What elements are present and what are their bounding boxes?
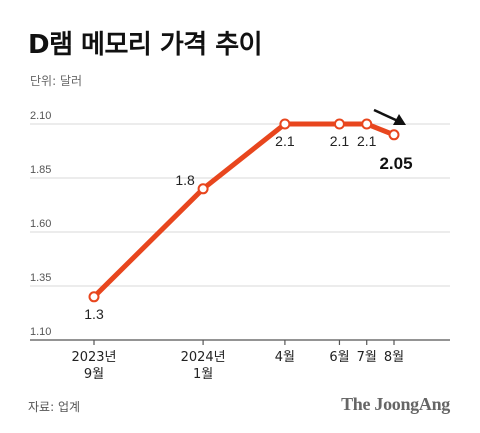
data-point bbox=[361, 118, 373, 130]
data-points bbox=[88, 118, 400, 303]
data-point bbox=[279, 118, 291, 130]
x-tick-label: 4월 bbox=[275, 350, 295, 365]
trend-arrow bbox=[373, 108, 406, 125]
arrow-head-icon bbox=[393, 114, 406, 125]
series-line bbox=[91, 121, 397, 300]
x-tick-label: 7월 bbox=[357, 350, 377, 365]
series-line-path bbox=[91, 121, 397, 300]
x-tick-label: 2023년 bbox=[71, 350, 116, 365]
source-note: 자료: 업계 bbox=[28, 400, 81, 414]
y-tick-label: 1.35 bbox=[30, 272, 51, 284]
chart-title: D램 메모리 가격 추이 bbox=[28, 30, 263, 60]
data-label: 2.05 bbox=[379, 154, 412, 173]
x-tick-label: 9월 bbox=[84, 367, 104, 382]
x-tick-label: 2024년 bbox=[181, 350, 226, 365]
arrow-shaft bbox=[373, 108, 399, 123]
y-tick-label: 1.60 bbox=[30, 218, 51, 230]
data-label: 1.3 bbox=[84, 306, 104, 322]
data-label: 2.1 bbox=[357, 133, 377, 149]
data-point bbox=[88, 291, 100, 303]
y-tick-label: 1.85 bbox=[30, 164, 51, 176]
data-point bbox=[197, 183, 209, 195]
data-label: 2.1 bbox=[330, 133, 350, 149]
x-tick-label: 8월 bbox=[384, 350, 404, 365]
y-axis-ticks: 1.10 1.35 1.60 1.85 2.10 bbox=[30, 110, 51, 338]
data-label: 1.8 bbox=[175, 172, 195, 188]
data-point bbox=[388, 129, 400, 141]
unit-label: 단위: 달러 bbox=[30, 74, 83, 88]
x-tick-label: 6월 bbox=[329, 350, 349, 365]
data-labels: 1.31.82.1 2.1 2.12.05 bbox=[84, 133, 412, 322]
brand-logo: The JoongAng bbox=[341, 394, 450, 414]
x-axis: 2023년 9월 2024년 1월 4월 6월 7월 8월 bbox=[30, 339, 450, 382]
x-tick-label: 1월 bbox=[193, 367, 213, 382]
y-tick-label: 1.10 bbox=[30, 326, 51, 338]
data-point bbox=[333, 118, 345, 130]
y-tick-label: 2.10 bbox=[30, 110, 51, 122]
data-label: 2.1 bbox=[275, 133, 295, 149]
